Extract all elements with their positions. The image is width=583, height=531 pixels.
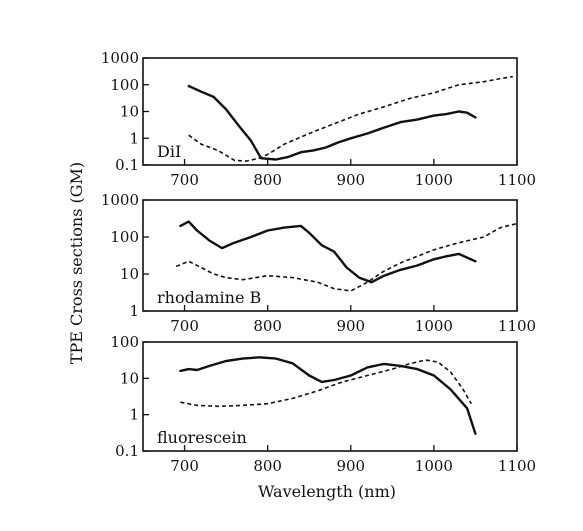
panel-3: 0.1 1 10 100 700 800 900 1000 1100 fluorescein (110, 333, 536, 475)
solid-series-line (187, 84, 477, 161)
x-tick-label: 1000 (415, 457, 453, 475)
y-tick-label: 1 (129, 129, 139, 147)
x-tick-label: 1000 (415, 171, 453, 189)
panel-2: 1 10 100 1000 700 800 900 1000 1100 rhodamine B (101, 191, 536, 335)
x-tick-label: 700 (170, 457, 199, 475)
y-tick-label: 100 (110, 333, 139, 351)
x-tick-label: 900 (336, 317, 365, 335)
panel-1: 0.1 1 10 100 1000 700 800 900 1000 1100 DiI (101, 49, 536, 189)
x-tick-label: 1100 (498, 317, 536, 335)
x-tick-label: 1100 (498, 171, 536, 189)
dashed-series-line (175, 222, 518, 292)
dashed-series-line (180, 359, 472, 408)
y-tick-label: 0.1 (115, 156, 139, 174)
plot-frame (142, 341, 518, 452)
y-tick-label: 10 (120, 103, 139, 121)
x-axis-title: Wavelength (nm) (258, 482, 396, 501)
solid-series-line (179, 356, 477, 435)
y-tick-label: 100 (110, 76, 139, 94)
y-tick-label: 1 (129, 302, 139, 320)
y-tick-label: 1000 (101, 191, 139, 209)
panel-annotation: DiI (157, 142, 181, 161)
y-tick-label: 0.1 (115, 442, 139, 460)
y-axis-title: TPE Cross sections (GM) (67, 162, 86, 364)
dashed-series-line (188, 75, 513, 162)
solid-series-line (179, 220, 477, 284)
y-tick-label: 1 (129, 406, 139, 424)
x-tick-label: 900 (336, 457, 365, 475)
x-tick-label: 800 (253, 317, 282, 335)
y-tick-label: 10 (120, 369, 139, 387)
plot-frame (142, 199, 518, 312)
x-tick-label: 1000 (415, 317, 453, 335)
x-tick-label: 900 (336, 171, 365, 189)
x-tick-label: 800 (253, 457, 282, 475)
x-tick-label: 700 (170, 171, 199, 189)
panel-annotation: fluorescein (157, 428, 247, 447)
y-tick-label: 10 (120, 265, 139, 283)
x-tick-label: 1100 (498, 457, 536, 475)
panel-annotation: rhodamine B (157, 288, 261, 307)
x-tick-label: 800 (253, 171, 282, 189)
y-tick-label: 100 (110, 228, 139, 246)
x-tick-label: 700 (170, 317, 199, 335)
y-tick-label: 1000 (101, 49, 139, 67)
